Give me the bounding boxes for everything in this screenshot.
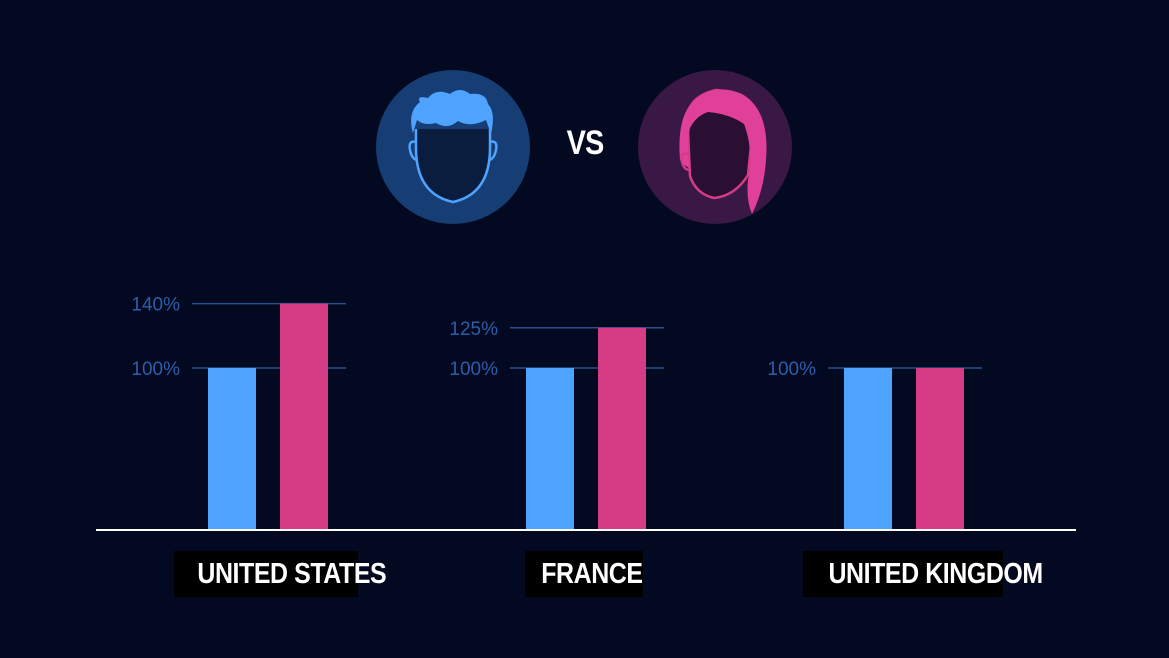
tick-label: 100% [767,359,816,380]
female-bar-united-states [280,303,328,529]
bar-group-united-states: 100% 140% [131,295,346,529]
country-label-united-states: UNITED STATES [174,551,387,597]
tick-label: 100% [131,359,180,380]
male-bar-france [526,368,574,529]
bar-group-united-kingdom: 100% [767,359,982,529]
male-avatar-icon [376,70,530,224]
country-label-france: FRANCE [525,551,643,597]
tick-label: 140% [131,295,180,316]
tick-label: 125% [449,319,498,340]
male-bar-united-kingdom [844,368,892,529]
female-avatar-icon [638,70,792,224]
female-bar-united-kingdom [916,368,964,529]
tick-label: 100% [449,359,498,380]
bar-group-france: 100% 125% [449,319,664,529]
vs-label: VS [566,124,605,162]
country-label-united-kingdom: UNITED KINGDOM [803,551,1043,597]
bar-charts: 100% 140% 100% 125% 100% [131,295,982,529]
female-bar-france [598,327,646,529]
male-bar-united-states [208,368,256,529]
